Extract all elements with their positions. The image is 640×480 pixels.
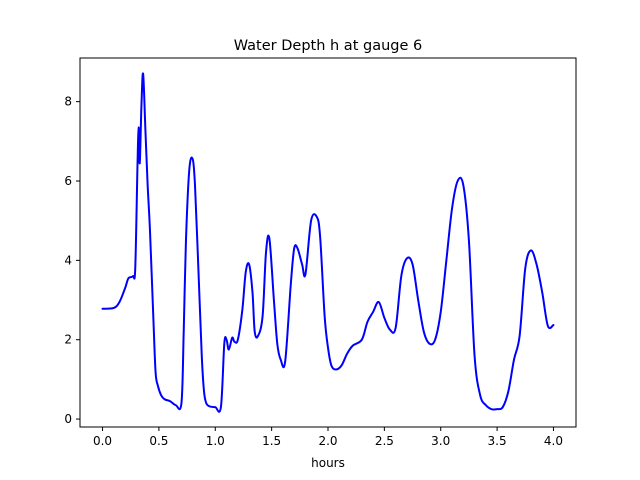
chart-title: Water Depth h at gauge 6 [234, 38, 422, 54]
x-tick-label: 3.5 [488, 434, 507, 448]
y-tick-label: 8 [64, 95, 72, 109]
y-tick-label: 0 [64, 412, 72, 426]
x-tick-label: 2.0 [318, 434, 337, 448]
y-tick-label: 4 [64, 253, 72, 267]
x-tick-label: 3.0 [431, 434, 450, 448]
plot-area [101, 72, 555, 413]
x-tick-label: 1.5 [262, 434, 281, 448]
x-tick-label: 1.0 [206, 434, 225, 448]
series-line [101, 72, 555, 413]
y-tick-label: 6 [64, 174, 72, 188]
x-tick-label: 4.0 [544, 434, 563, 448]
y-tick-label: 2 [64, 333, 72, 347]
x-axis: 0.0 0.5 1.0 1.5 2.0 2.5 3.0 3.5 4.0 [93, 427, 563, 448]
x-tick-label: 2.5 [375, 434, 394, 448]
x-axis-label: hours [311, 456, 345, 470]
y-axis: 0 2 4 6 8 [64, 95, 80, 426]
x-tick-label: 0.0 [93, 434, 112, 448]
x-tick-label: 0.5 [149, 434, 168, 448]
